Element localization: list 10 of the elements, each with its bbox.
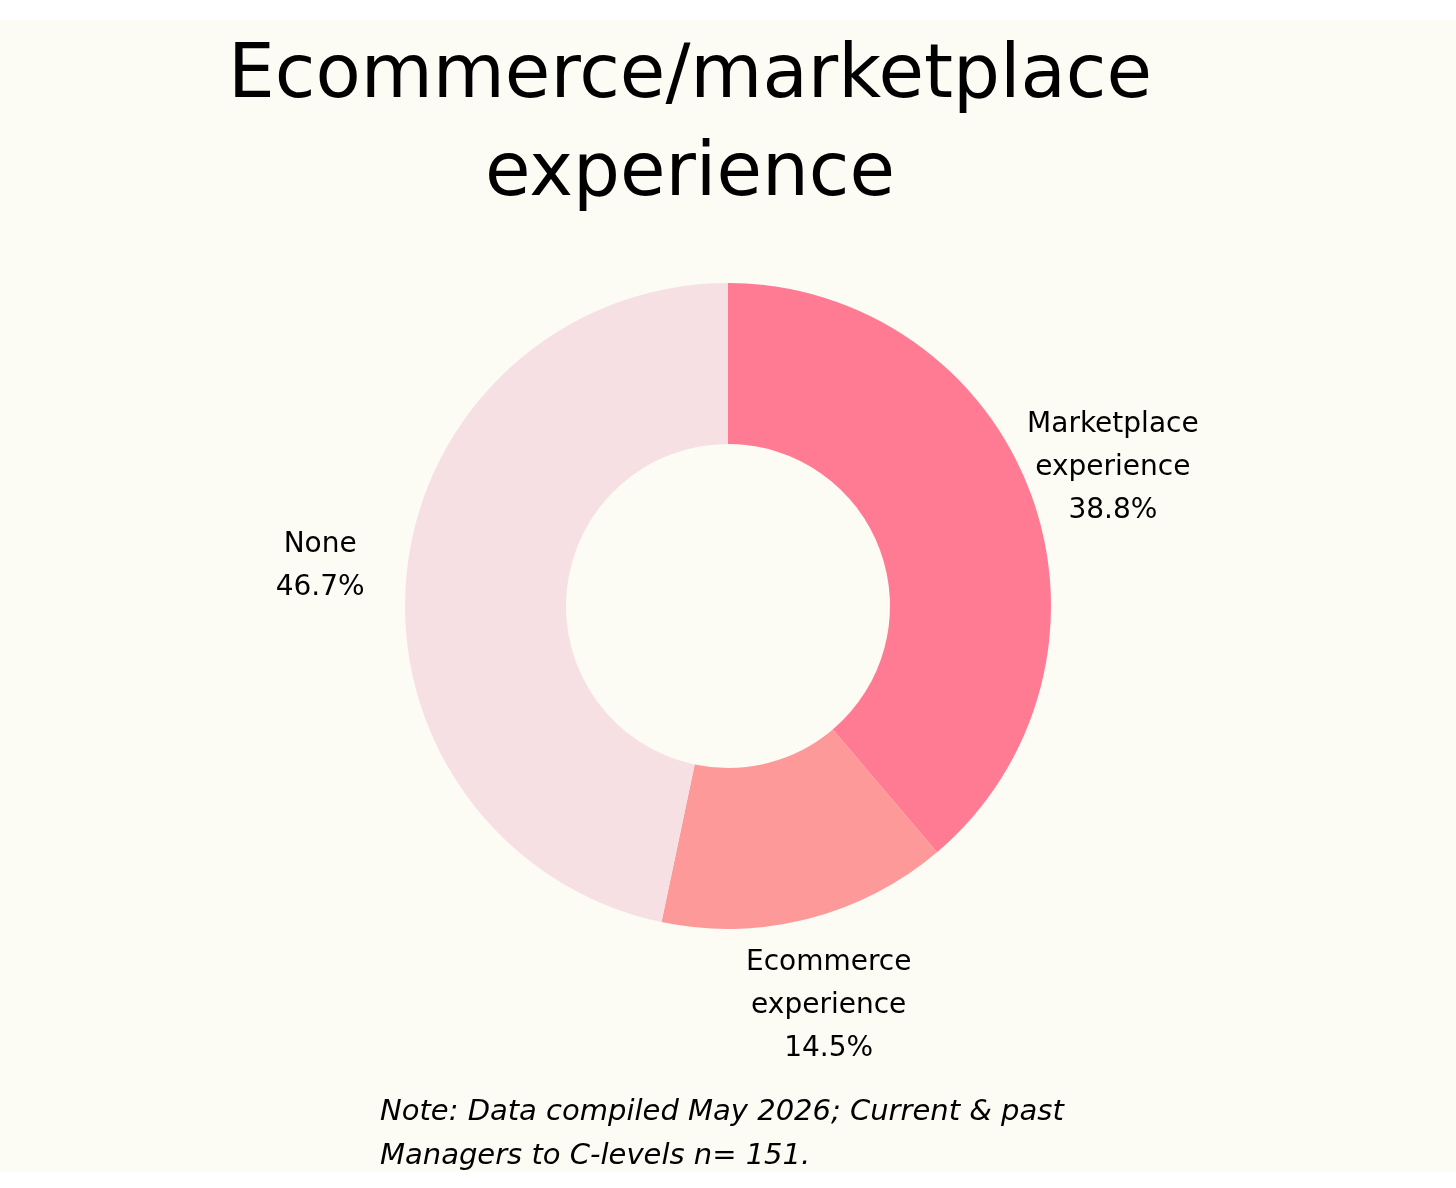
data-label: 46.7% — [275, 569, 365, 603]
data-label: 14.5% — [784, 1030, 874, 1064]
data-label: 38.8% — [1068, 491, 1158, 525]
text: Note: Data compiled May 2026; Current & past Managers to C-levels n= 151. — [380, 1092, 1066, 1173]
donut-slice — [405, 283, 728, 923]
slice-label: Ecommerce experience — [745, 944, 912, 1021]
slice-label: Marketplace experience — [1027, 405, 1199, 482]
chart-title: Ecommerce/marketplace experience — [226, 27, 1154, 214]
donut-slice — [661, 729, 937, 929]
slice-label: None — [283, 526, 357, 560]
